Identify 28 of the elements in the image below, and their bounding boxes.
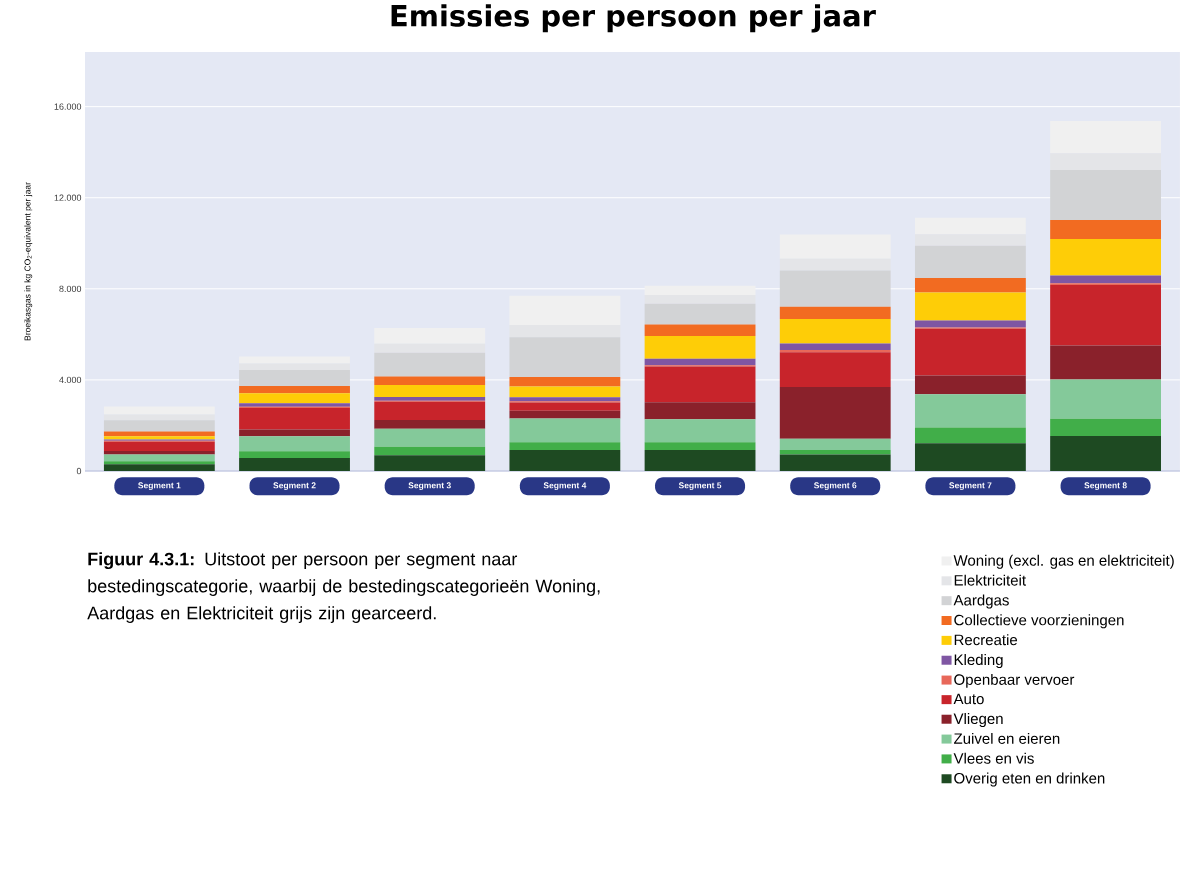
y-tick-label: 4.000 xyxy=(59,376,82,384)
y-tick-label: 8.000 xyxy=(59,285,82,293)
x-tick-label: Segment 5 xyxy=(678,482,722,491)
x-tick-label: Segment 2 xyxy=(273,482,316,491)
legend-label: Aardgas xyxy=(953,594,1009,609)
y-axis-title: Broeikasgas in kg CO$_{2}$-equivalent per jaar xyxy=(24,182,33,341)
legend-label: Vliegen xyxy=(953,713,1003,728)
x-tick-label: Segment 4 xyxy=(543,482,587,491)
legend-label: Recreatie xyxy=(954,634,1018,646)
x-tick-label: Segment 1 xyxy=(138,482,181,491)
legend-label: Auto xyxy=(953,693,984,705)
chart-title: Emissies per persoon per jaar xyxy=(391,4,876,33)
legend-label: Collectieve voorzieningen xyxy=(954,614,1124,629)
x-tick-label: Segment 8 xyxy=(1084,482,1127,491)
y-tick-label: 12.000 xyxy=(54,194,82,201)
legend-label: Elektriciteit xyxy=(954,574,1026,586)
legend-label: Openbaar vervoer xyxy=(954,673,1075,688)
y-tick-label: 16.000 xyxy=(54,103,82,110)
x-tick-label: Segment 7 xyxy=(949,482,992,491)
legend-label: Vlees en vis xyxy=(953,752,1034,764)
x-tick-label: Segment 3 xyxy=(408,482,451,491)
legend-label: Overig eten en drinken xyxy=(954,772,1105,787)
text: Figuur 4.3.1: Uitstoot per persoon per segment naar bestedingscategorie, waarbij de bestedingscategorieën Woning, Aardgas en Elektriciteit grijs zijn gearceerd. xyxy=(87,552,600,623)
x-tick-label: Segment 6 xyxy=(813,482,857,491)
legend-label: Kleding xyxy=(954,654,1003,669)
y-tick-label: 0 xyxy=(76,467,82,475)
legend-label: Zuivel en eieren xyxy=(954,732,1060,744)
legend-label: Woning (excl. gas en elektriciteit) xyxy=(953,554,1174,569)
